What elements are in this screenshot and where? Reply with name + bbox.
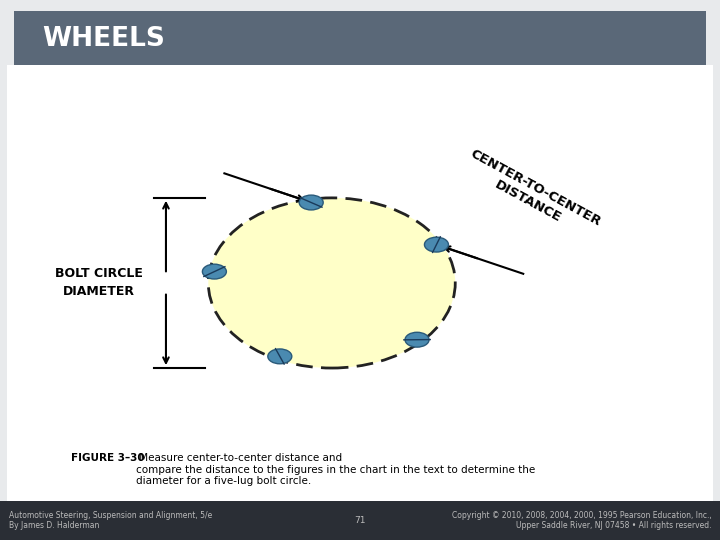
Text: Automotive Steering, Suspension and Alignment, 5/e
By James D. Halderman: Automotive Steering, Suspension and Alig…: [9, 511, 212, 530]
Ellipse shape: [208, 198, 455, 368]
Text: 71: 71: [354, 516, 366, 525]
Text: Copyright © 2010, 2008, 2004, 2000, 1995 Pearson Education, Inc.,
Upper Saddle R: Copyright © 2010, 2008, 2004, 2000, 1995…: [451, 511, 711, 530]
FancyBboxPatch shape: [0, 60, 720, 505]
FancyBboxPatch shape: [0, 8, 720, 68]
Circle shape: [268, 349, 292, 364]
Circle shape: [405, 332, 429, 347]
Text: WHEELS: WHEELS: [42, 26, 165, 52]
Circle shape: [425, 237, 449, 252]
Text: CENTER-TO-CENTER
DISTANCE: CENTER-TO-CENTER DISTANCE: [461, 147, 603, 242]
Text: Measure center-to-center distance and
compare the distance to the figures in the: Measure center-to-center distance and co…: [136, 453, 536, 487]
Text: FIGURE 3–30: FIGURE 3–30: [71, 453, 144, 463]
Circle shape: [300, 195, 323, 210]
Circle shape: [202, 264, 226, 279]
Text: BOLT CIRCLE
DIAMETER: BOLT CIRCLE DIAMETER: [55, 267, 143, 299]
